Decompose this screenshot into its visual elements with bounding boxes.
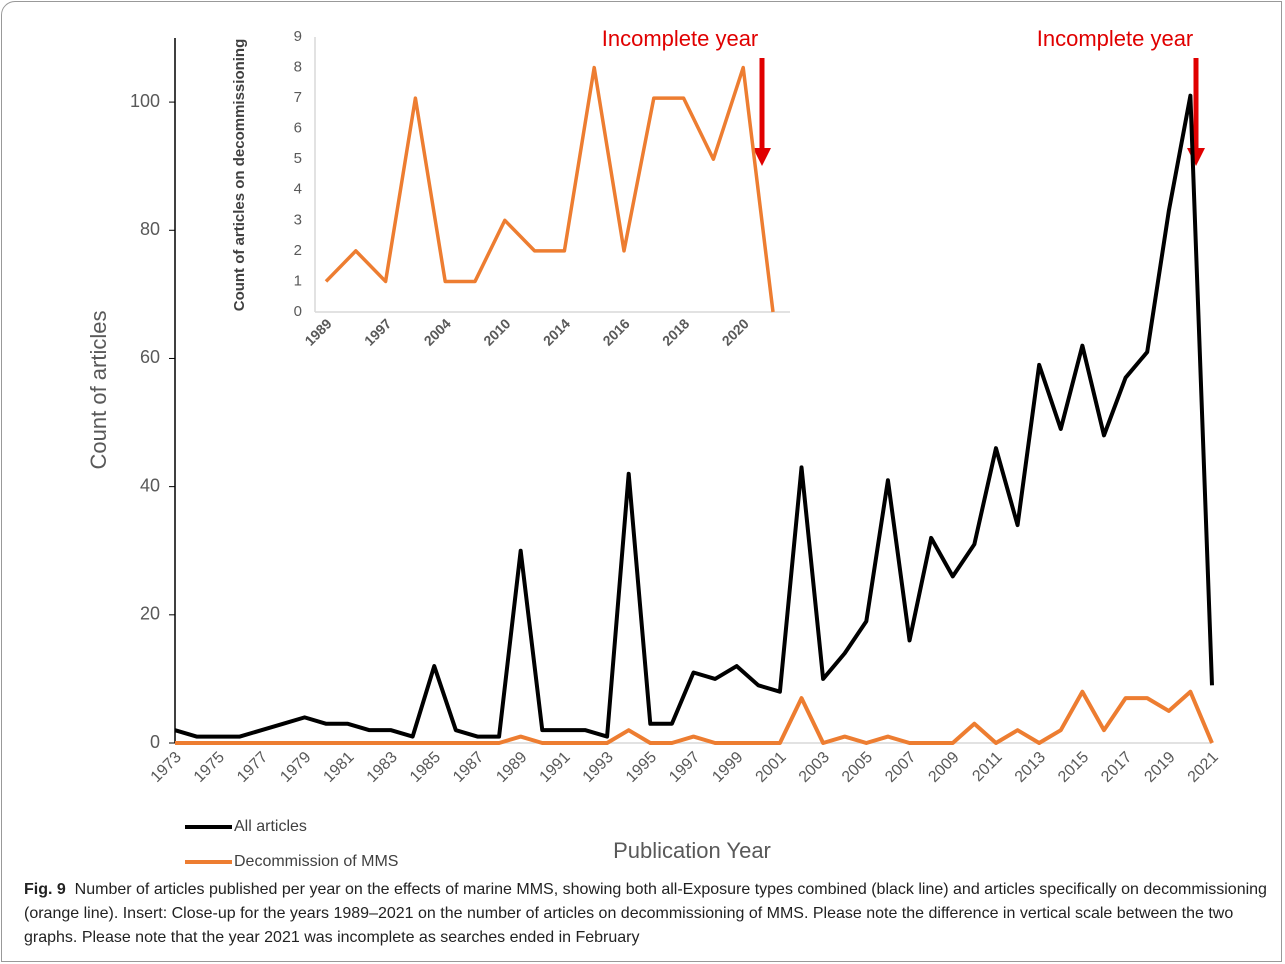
x-tick-label: 1979 — [277, 749, 314, 786]
x-tick-label: 2017 — [1098, 749, 1135, 786]
caption-label: Fig. 9 — [24, 881, 66, 898]
y-tick-label: 2 — [294, 242, 302, 259]
x-tick-label: 2003 — [796, 749, 833, 786]
x-tick-label: 2014 — [540, 315, 573, 348]
y-tick-label: 80 — [140, 219, 160, 239]
legend-label: All articles — [234, 818, 307, 835]
x-tick-label: 1973 — [148, 749, 185, 786]
arrow-head — [753, 148, 771, 166]
legend-label: Decommission of MMS — [234, 853, 398, 870]
x-tick-label: 2011 — [969, 749, 1005, 785]
y-tick-label: 0 — [294, 303, 302, 320]
x-tick-label: 2019 — [1141, 749, 1178, 786]
x-axis-label: Publication Year — [613, 838, 771, 863]
x-tick-label: 2018 — [659, 315, 692, 348]
y-axis-label: Count of articles — [86, 311, 111, 470]
series-line — [175, 689, 1214, 745]
x-tick-label: 1977 — [234, 749, 271, 786]
x-tick-label: 2005 — [839, 749, 876, 786]
chart: Incomplete year Incomplete year Count of… — [86, 26, 1222, 870]
x-tick-label: 1981 — [320, 749, 357, 786]
series-line — [324, 65, 775, 313]
x-tick-label: 1975 — [191, 749, 228, 786]
x-tick-label: 2004 — [421, 315, 454, 348]
caption-text: Number of articles published per year on… — [24, 881, 1267, 946]
y-tick-label: 9 — [294, 28, 302, 45]
inset-y-axis-label: Count of articles on decommissioning — [231, 39, 248, 312]
x-tick-label: 1993 — [580, 749, 617, 786]
y-tick-label: 100 — [130, 91, 160, 111]
y-tick-label: 40 — [140, 475, 160, 495]
series-line — [174, 93, 1214, 739]
x-tick-label: 1997 — [361, 315, 394, 348]
x-tick-label: 2021 — [1185, 749, 1222, 786]
x-tick-label: 2009 — [925, 749, 962, 786]
y-tick-label: 7 — [294, 89, 302, 106]
y-tick-label: 20 — [140, 604, 160, 624]
x-tick-label: 2001 — [753, 749, 790, 786]
x-tick-label: 1991 — [536, 749, 573, 786]
y-tick-label: 6 — [294, 120, 302, 137]
x-tick-label: 1997 — [666, 749, 703, 786]
y-tick-label: 1 — [294, 272, 302, 289]
y-tick-label: 5 — [294, 150, 302, 167]
x-tick-label: 2015 — [1055, 749, 1092, 786]
y-tick-label: 60 — [140, 347, 160, 367]
x-tick-label: 2020 — [719, 315, 752, 348]
annotation: Incomplete year — [602, 26, 759, 51]
y-tick-label: 4 — [294, 181, 302, 198]
caption: Fig. 9 Number of articles published per … — [24, 878, 1274, 950]
y-tick-label: 0 — [150, 732, 160, 752]
x-tick-label: 1989 — [493, 749, 530, 786]
x-tick-label: 2013 — [1012, 749, 1049, 786]
x-tick-label: 1995 — [623, 749, 660, 786]
x-tick-label: 2016 — [599, 315, 632, 348]
x-tick-label: 1999 — [709, 749, 746, 786]
annotation: Incomplete year — [1037, 26, 1194, 51]
x-tick-label: 1987 — [450, 749, 487, 786]
y-tick-label: 3 — [294, 211, 302, 228]
x-tick-label: 1983 — [364, 749, 401, 786]
x-tick-label: 1989 — [301, 315, 334, 348]
arrow-head — [1187, 148, 1205, 166]
x-tick-label: 1985 — [407, 749, 444, 786]
x-tick-label: 2010 — [480, 315, 513, 348]
x-tick-label: 2007 — [882, 749, 919, 786]
y-tick-label: 8 — [294, 59, 302, 76]
